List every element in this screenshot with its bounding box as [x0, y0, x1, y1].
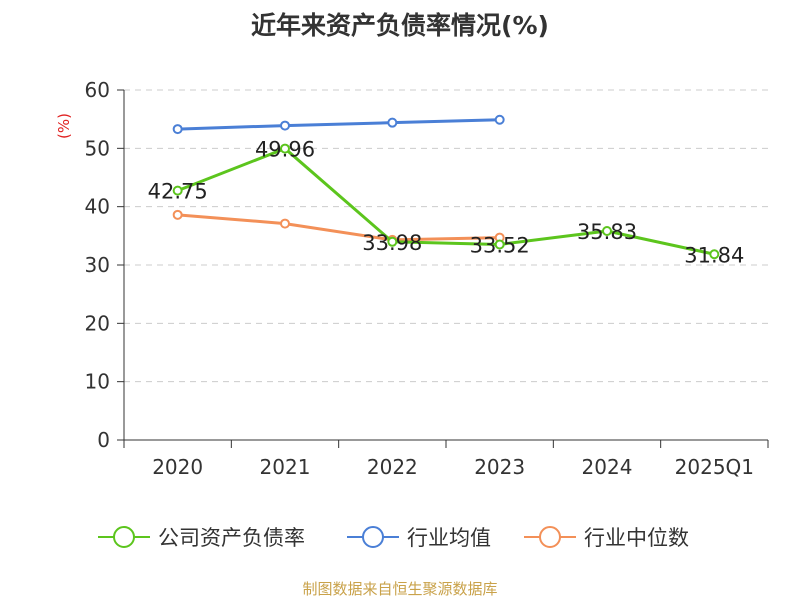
- y-tick-label: 60: [85, 78, 110, 102]
- data-label: 31.84: [684, 243, 744, 267]
- data-point: [494, 239, 505, 250]
- x-tick-label: 2024: [582, 455, 633, 479]
- data-point: [172, 209, 183, 220]
- y-axis-label: (%): [55, 113, 73, 139]
- legend-label: 行业均值: [407, 526, 491, 550]
- data-label: 42.75: [148, 180, 208, 204]
- x-tick-label: 2022: [367, 455, 418, 479]
- data-point: [280, 143, 290, 154]
- x-tick-label: 2025Q1: [675, 455, 754, 479]
- legend-marker: [113, 526, 135, 548]
- legend-marker: [539, 526, 561, 548]
- data-point: [172, 124, 183, 135]
- x-axis: 2020 2021 2022 2023 2024 2025Q1: [123, 439, 769, 479]
- y-tick-label: 10: [85, 370, 110, 394]
- y-tick-label: 50: [85, 136, 110, 160]
- data-label: 33.98: [362, 231, 422, 255]
- source-note: 制图数据来自恒生聚源数据库: [302, 580, 498, 598]
- data-labels: 42.75 49.96 33.98 33.52 35.83 31.84: [148, 138, 745, 268]
- legend-item: 行业均值: [347, 526, 491, 550]
- legend-label: 公司资产负债率: [158, 526, 305, 550]
- legend-item: 公司资产负债率: [98, 526, 305, 550]
- series-line: [177, 147, 715, 256]
- series-industry-avg: [172, 114, 505, 135]
- data-point: [494, 114, 505, 125]
- data-point: [387, 236, 398, 247]
- legend-label: 行业中位数: [584, 526, 689, 550]
- data-point: [280, 120, 290, 131]
- series-industry-median: [172, 209, 505, 245]
- y-tick-label: 40: [85, 195, 110, 219]
- legend: 公司资产负债率 行业均值 行业中位数: [98, 526, 689, 550]
- data-point: [172, 185, 183, 196]
- data-label: 35.83: [577, 220, 637, 244]
- x-tick-label: 2023: [474, 455, 525, 479]
- legend-item: 行业中位数: [524, 526, 689, 550]
- series-line: [177, 118, 500, 131]
- data-label: 49.96: [255, 138, 315, 162]
- data-label: 33.52: [470, 233, 530, 257]
- x-tick-label: 2021: [260, 455, 311, 479]
- y-tick-label: 30: [85, 253, 110, 277]
- data-point: [387, 117, 398, 128]
- data-point: [602, 225, 612, 236]
- x-tick-label: 2020: [152, 455, 203, 479]
- chart-title: 近年来资产负债率情况(%): [251, 11, 549, 40]
- legend-marker: [362, 526, 384, 548]
- series-company: [172, 143, 720, 260]
- series-line: [177, 213, 500, 242]
- gridlines: [124, 89, 768, 383]
- data-point: [280, 218, 290, 229]
- y-tick-label: 0: [97, 428, 110, 452]
- y-axis: 0 10 20 30 40 50 60 (%): [55, 78, 125, 452]
- data-point: [709, 249, 720, 260]
- y-tick-label: 20: [85, 311, 110, 335]
